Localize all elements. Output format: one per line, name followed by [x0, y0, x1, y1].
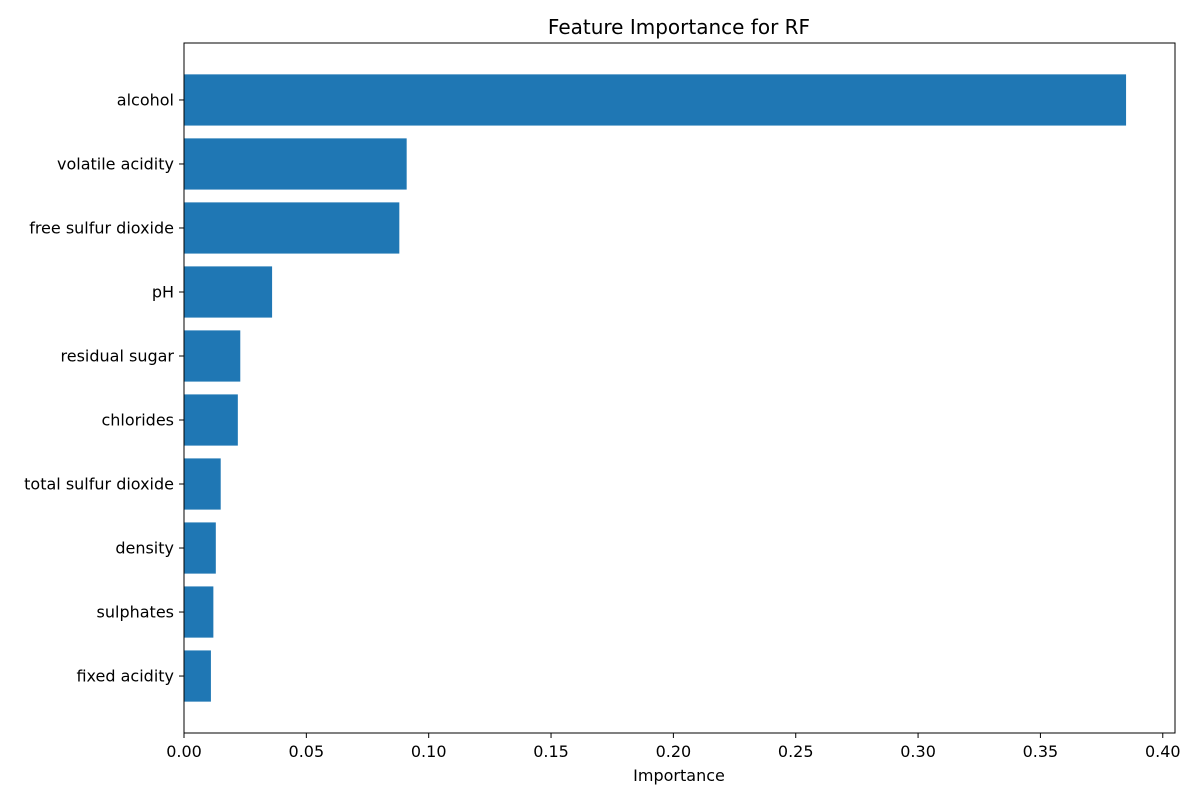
x-axis-label: Importance: [633, 766, 725, 785]
y-tick-label: density: [115, 539, 174, 558]
y-tick-label: residual sugar: [61, 346, 175, 365]
bar-volatile-acidity: [184, 138, 407, 190]
y-tick-label: alcohol: [117, 90, 174, 109]
x-tick-label: 0.40: [1145, 742, 1181, 761]
plot-frame: [183, 42, 1176, 734]
x-tick-label: 0.25: [778, 742, 814, 761]
x-tick-label: 0.00: [166, 742, 202, 761]
y-tick-label: total sulfur dioxide: [24, 475, 174, 494]
x-tick-label: 0.05: [289, 742, 325, 761]
y-tick-label: fixed acidity: [76, 667, 174, 686]
bar-density: [184, 522, 216, 574]
x-tick-label: 0.30: [900, 742, 936, 761]
y-tick-label: pH: [152, 282, 174, 301]
x-axis: 0.00 0.05 0.10 0.15 0.20 0.25 0.30 0.35 0.40: [166, 733, 1181, 761]
bar-ph: [184, 266, 273, 318]
y-tick-label: chlorides: [101, 411, 174, 430]
y-tick-label: sulphates: [97, 603, 174, 622]
bar-chlorides: [184, 394, 238, 446]
bar-residual-sugar: [184, 330, 241, 382]
y-tick-label: free sulfur dioxide: [29, 218, 174, 237]
x-tick-label: 0.20: [656, 742, 692, 761]
x-tick-label: 0.10: [411, 742, 447, 761]
y-tick-label: volatile acidity: [57, 154, 174, 173]
bar-total-sulfur-dioxide: [184, 458, 221, 510]
x-tick-label: 0.15: [533, 742, 569, 761]
y-axis: alcohol volatile acidity free sulfur dioxi…: [24, 90, 184, 686]
bar-alcohol: [184, 74, 1127, 126]
x-tick-label: 0.35: [1023, 742, 1059, 761]
bar-free-sulfur-dioxide: [184, 202, 400, 254]
bar-sulphates: [184, 586, 214, 638]
bars-layer: [184, 74, 1127, 702]
chart-title: Feature Importance for RF: [548, 15, 810, 39]
bar-fixed-acidity: [184, 650, 211, 702]
